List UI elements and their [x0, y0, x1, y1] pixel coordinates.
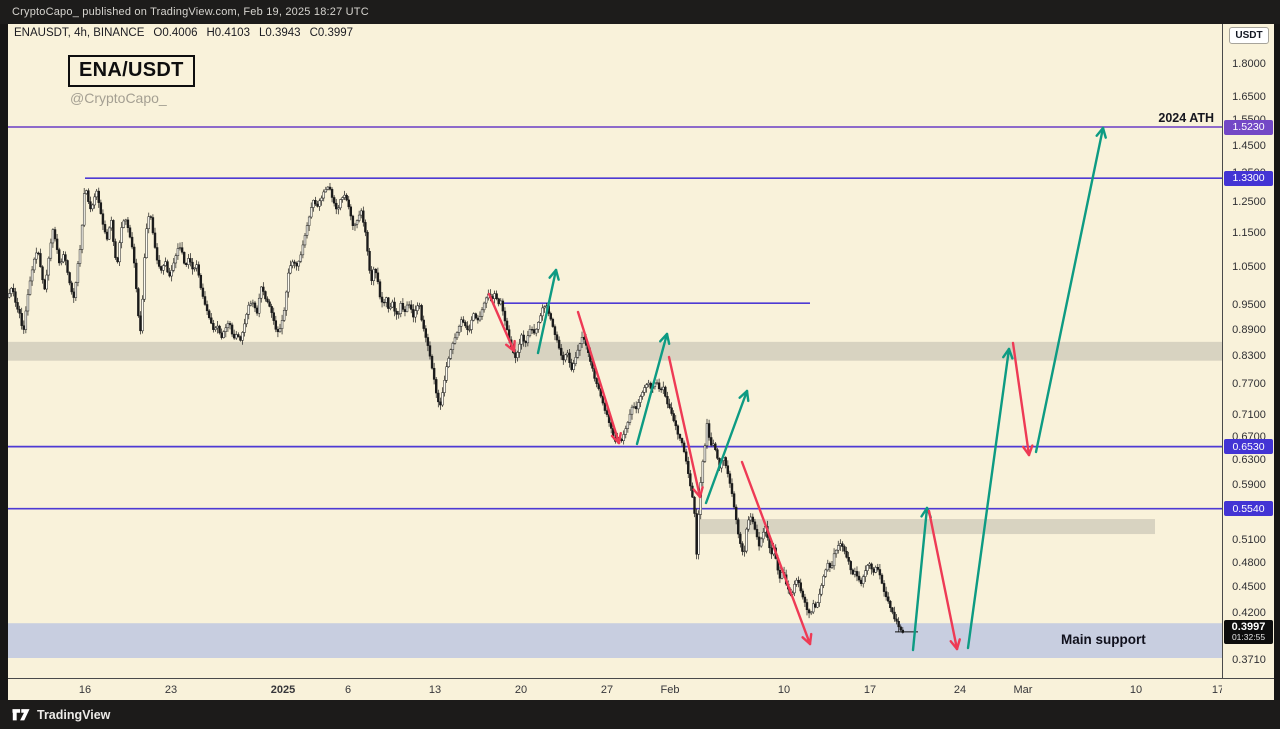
price-tick-1.4500: 1.4500: [1232, 139, 1266, 152]
price-tick-0.4500: 0.4500: [1232, 581, 1266, 594]
price-tick-0.7100: 0.7100: [1232, 409, 1266, 422]
price-tick-0.8900: 0.8900: [1232, 323, 1266, 336]
legend-high: H0.4103: [206, 27, 250, 39]
bearish-arrow-0: [487, 292, 516, 353]
ath-annotation: 2024 ATH: [1158, 111, 1214, 125]
legend-close: C0.3997: [309, 27, 354, 39]
bullish-arrow-9: [966, 347, 1014, 650]
time-tick-Mar: Mar: [1013, 684, 1033, 696]
time-tick-23: 23: [164, 684, 178, 696]
price-tick-1.1500: 1.1500: [1232, 227, 1266, 240]
time-tick-27: 27: [600, 684, 614, 696]
price-axis: USDT 1.80001.65001.55001.45001.35001.250…: [1222, 24, 1274, 700]
time-axis: 16 23 2025 6 13 20 27 Feb 10 17 24 Mar 10 17: [8, 678, 1274, 700]
price-tick-0.9500: 0.9500: [1232, 299, 1266, 312]
price-tick-0.8300: 0.8300: [1232, 350, 1266, 363]
price-tick-1.0500: 1.0500: [1232, 261, 1266, 274]
publish-bar: CryptoCapo_ published on TradingView.com…: [0, 0, 1280, 24]
tradingview-logo-icon: [12, 708, 30, 720]
time-tick-17: 17: [863, 684, 877, 696]
bullish-arrow-3: [635, 332, 671, 446]
watermark-symbol: ENA/USDT: [68, 55, 195, 87]
bearish-arrow-10: [1011, 341, 1034, 457]
bearish-arrow-6: [740, 460, 813, 646]
currency-chip: USDT: [1229, 27, 1269, 44]
bullish-arrow-1: [536, 268, 560, 355]
price-tick-0.5100: 0.5100: [1232, 533, 1266, 546]
watermark-author: @CryptoCapo_: [70, 90, 167, 106]
bar-countdown: 01:32:55: [1231, 631, 1266, 642]
time-tick-2025: 2025: [270, 684, 296, 696]
legend-low: L0.3943: [258, 27, 301, 39]
price-tick-0.6300: 0.6300: [1232, 454, 1266, 467]
time-tick-10: 10: [1129, 684, 1143, 696]
legend-series: ENAUSDT, 4h, BINANCE: [14, 27, 145, 39]
bearish-arrow-2: [576, 310, 622, 445]
bearish-arrow-4: [667, 355, 704, 499]
bearish-arrow-8: [927, 509, 961, 651]
price-tick-0.5900: 0.5900: [1232, 478, 1266, 491]
time-tick-6: 6: [344, 684, 352, 696]
footer-brand: TradingView: [37, 707, 111, 722]
price-tick-0.7700: 0.7700: [1232, 378, 1266, 391]
time-tick-10: 10: [777, 684, 791, 696]
resistance-zone: [8, 341, 1222, 361]
main-support-annotation: Main support: [1061, 632, 1146, 647]
main-support-zone: [8, 623, 1222, 658]
price-tick-1.2500: 1.2500: [1232, 195, 1266, 208]
publish-bar-text: CryptoCapo_ published on TradingView.com…: [12, 6, 369, 18]
price-tick-0.3710: 0.3710: [1232, 654, 1266, 666]
price-level-chip-0.5540: 0.5540: [1224, 501, 1273, 517]
price-tick-0.4200: 0.4200: [1232, 607, 1266, 620]
time-tick-24: 24: [953, 684, 967, 696]
time-tick-17: 17: [1211, 684, 1222, 696]
time-tick-16: 16: [78, 684, 92, 696]
price-level-chip-0.6530: 0.6530: [1224, 439, 1273, 455]
price-tick-1.6500: 1.6500: [1232, 90, 1266, 103]
candles: [8, 182, 905, 634]
bullish-arrow-11: [1034, 126, 1107, 454]
bullish-arrow-5: [704, 389, 750, 505]
price-level-chip-1.5230: 1.5230: [1224, 119, 1273, 135]
time-tick-20: 20: [514, 684, 528, 696]
chart-background: [8, 24, 1274, 700]
price-level-chip-1.3300: 1.3300: [1224, 170, 1273, 186]
chart-legend: ENAUSDT, 4h, BINANCE O0.4006 H0.4103 L0.394…: [14, 27, 353, 39]
last-price-value: 0.3997: [1231, 620, 1266, 633]
time-tick-13: 13: [428, 684, 442, 696]
footer-bar: TradingView: [0, 700, 1280, 729]
price-tick-0.4800: 0.4800: [1232, 556, 1266, 569]
price-tick-1.8000: 1.8000: [1232, 57, 1266, 70]
last-price-chip: 0.3997 01:32:55: [1224, 619, 1273, 644]
time-tick-Feb: Feb: [660, 684, 680, 696]
legend-open: O0.4006: [153, 27, 198, 39]
